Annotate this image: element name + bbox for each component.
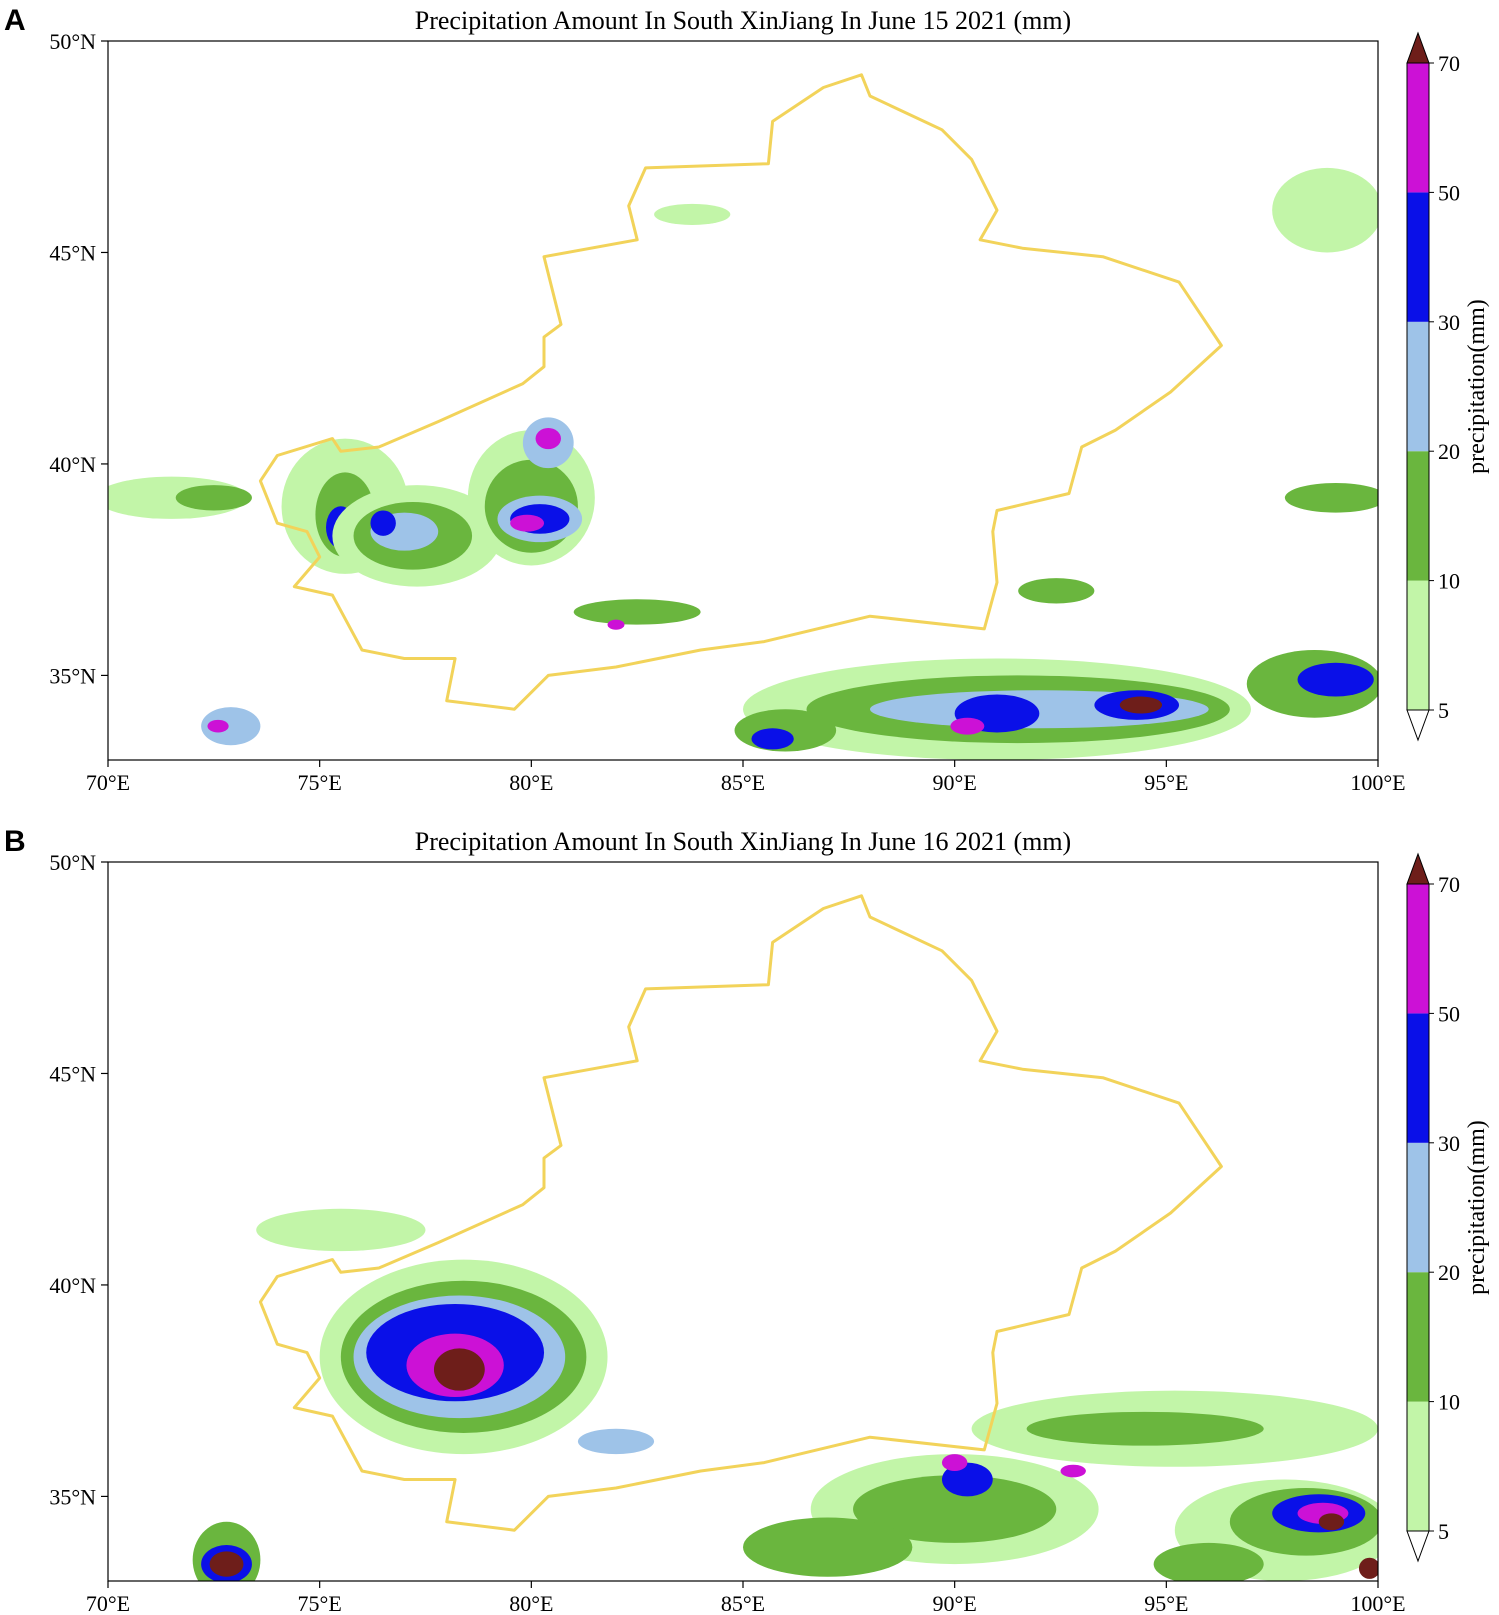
panel-a: A Precipitation Amount In South XinJiang… (4, 4, 1490, 795)
panel-a-xinjiang-border (258, 73, 1223, 711)
colorbar-level-label: 10 (1438, 1390, 1460, 1415)
precip-cell-level-6 (1119, 696, 1163, 714)
precip-cell-level-4 (941, 1462, 993, 1497)
colorbar-outline (1406, 62, 1430, 711)
colorbar-extend-max (1406, 31, 1430, 64)
panel-b-y-axis: 50°N 45°N 40°N 35°N (49, 850, 108, 1509)
y-tick-label: 45°N (49, 1061, 96, 1086)
y-tick-label: 40°N (49, 452, 96, 477)
colorbar-level-label: 70 (1438, 51, 1460, 76)
colorbar-band (1407, 451, 1429, 581)
y-tick-label: 35°N (49, 1484, 96, 1509)
x-tick-label: 90°E (933, 1591, 977, 1615)
panel-b-title: Precipitation Amount In South XinJiang I… (415, 827, 1071, 856)
colorbar-level-label: 50 (1438, 180, 1460, 205)
x-tick-label: 85°E (721, 770, 765, 795)
x-tick-label: 100°E (1350, 1591, 1405, 1615)
panel-letter-b: B (4, 825, 26, 858)
precip-cell-level-5 (1060, 1464, 1086, 1478)
colorbar-band (1407, 192, 1429, 322)
precip-cell-level-5 (607, 619, 625, 630)
colorbar-band (1407, 1401, 1429, 1531)
panel-letter-a: A (4, 4, 26, 37)
x-tick-label: 85°E (721, 1591, 765, 1615)
precip-cell-level-1 (1272, 167, 1378, 253)
y-tick-label: 45°N (49, 240, 96, 265)
colorbar-band (1407, 884, 1429, 1014)
panel-b-xinjiang-border (258, 894, 1223, 1532)
colorbar-level-label: 70 (1438, 872, 1460, 897)
precip-cell-level-6 (209, 1551, 244, 1577)
panel-a-y-axis: 50°N 45°N 40°N 35°N (49, 29, 108, 688)
precip-cell-level-2 (573, 599, 701, 625)
panel-b-colorbar: 5 10 20 30 50 70 precipitation(mm) (1406, 852, 1490, 1563)
colorbar-title: precipitation(mm) (1464, 299, 1490, 474)
precip-cell-level-3 (201, 707, 261, 746)
panel-b-precip-field (192, 1208, 1378, 1581)
panel-a-colorbar: 5 10 20 30 50 70 precipitation(mm) (1406, 31, 1490, 742)
colorbar-band (1407, 1142, 1429, 1273)
x-tick-label: 95°E (1144, 1591, 1188, 1615)
colorbar-band (1407, 63, 1429, 193)
precip-cell-level-3 (577, 1428, 655, 1455)
precip-cell-level-2 (1284, 482, 1378, 513)
precip-cell-level-5 (207, 719, 229, 733)
x-tick-label: 75°E (298, 1591, 342, 1615)
y-tick-label: 40°N (49, 1273, 96, 1298)
colorbar-band (1407, 580, 1429, 710)
y-tick-label: 35°N (49, 663, 96, 688)
precip-cell-level-1 (256, 1208, 426, 1252)
precip-cell-level-6 (1358, 1557, 1378, 1579)
panel-a-map-background (108, 41, 1378, 760)
colorbar-level-label: 5 (1438, 698, 1449, 723)
colorbar-level-label: 5 (1438, 1519, 1449, 1544)
colorbar-level-label: 20 (1438, 439, 1460, 464)
y-tick-label: 50°N (49, 29, 96, 54)
precip-cell-level-2 (175, 485, 252, 511)
colorbar-level-label: 20 (1438, 1260, 1460, 1285)
precip-cell-level-1 (654, 203, 731, 225)
precip-cell-level-5 (941, 1454, 968, 1472)
precip-cell-level-5 (950, 717, 985, 735)
x-tick-label: 75°E (298, 770, 342, 795)
x-tick-label: 70°E (86, 770, 130, 795)
colorbar-extend-max (1406, 852, 1430, 885)
x-tick-label: 100°E (1350, 770, 1405, 795)
colorbar-extend-min (1406, 709, 1430, 742)
colorbar-title: precipitation(mm) (1464, 1120, 1490, 1295)
colorbar-band (1407, 321, 1429, 452)
colorbar-level-label: 30 (1438, 310, 1460, 335)
colorbar-outline (1406, 883, 1430, 1532)
precip-cell-level-4 (751, 728, 794, 750)
x-tick-label: 70°E (86, 1591, 130, 1615)
precip-cell-level-4 (370, 510, 396, 536)
precip-cell-level-2 (853, 1475, 1057, 1543)
precip-cell-level-2 (743, 1517, 913, 1577)
panel-a-x-axis: 70°E 75°E 80°E 85°E 90°E 95°E 100°E (86, 760, 1406, 795)
colorbar-extend-min (1406, 1530, 1430, 1563)
y-tick-label: 50°N (49, 850, 96, 875)
colorbar-band (1407, 1013, 1429, 1143)
panel-a-precip-field (108, 167, 1378, 760)
panel-b: B Precipitation Amount In South XinJiang… (4, 825, 1490, 1615)
x-tick-label: 80°E (509, 1591, 553, 1615)
panel-a-title: Precipitation Amount In South XinJiang I… (415, 6, 1071, 35)
colorbar-level-label: 10 (1438, 569, 1460, 594)
x-tick-label: 80°E (509, 770, 553, 795)
x-tick-label: 90°E (933, 770, 977, 795)
precip-cell-level-4 (1297, 662, 1374, 697)
precip-cell-level-6 (433, 1348, 485, 1391)
precip-cell-level-5 (535, 427, 561, 450)
precip-cell-level-2 (1026, 1411, 1264, 1446)
precip-cell-level-6 (1318, 1513, 1345, 1531)
x-tick-label: 95°E (1144, 770, 1188, 795)
colorbar-band (1407, 1272, 1429, 1402)
colorbar-level-label: 30 (1438, 1131, 1460, 1156)
panel-b-x-axis: 70°E 75°E 80°E 85°E 90°E 95°E 100°E (86, 1581, 1406, 1615)
precip-cell-level-2 (1018, 578, 1095, 604)
precip-cell-level-2 (1153, 1542, 1264, 1581)
precip-cell-level-5 (510, 514, 545, 532)
colorbar-level-label: 50 (1438, 1001, 1460, 1026)
